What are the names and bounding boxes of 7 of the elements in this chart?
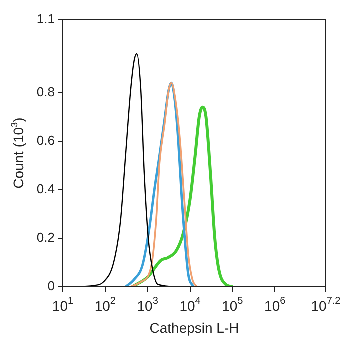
y-tick-label: 0.6 — [36, 132, 55, 148]
y-tick-label: 0.2 — [36, 230, 55, 246]
x-axis-title: Cathepsin L-H — [148, 320, 240, 336]
y-tick-label: 1.1 — [36, 12, 55, 27]
y-tick-label: 0.4 — [36, 181, 55, 196]
y-tick-label: 0 — [48, 278, 55, 294]
y-tick-label: 0.8 — [36, 84, 55, 100]
